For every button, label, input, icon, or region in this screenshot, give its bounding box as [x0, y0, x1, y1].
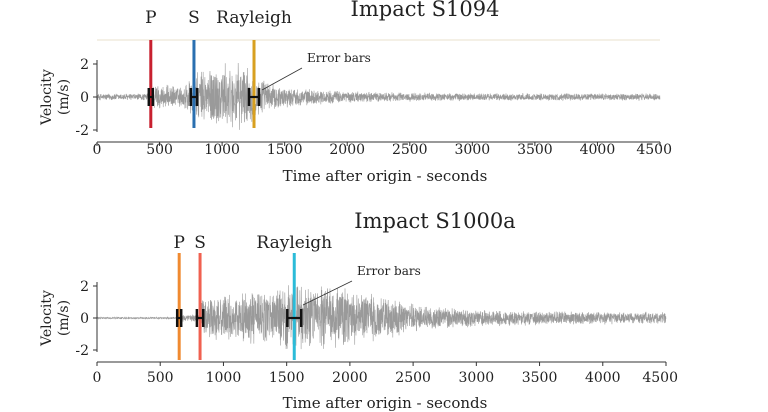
- x-axis-label: Time after origin - seconds: [283, 167, 488, 185]
- x-tick-label: 3500: [522, 370, 558, 386]
- x-tick-label: 3500: [517, 142, 553, 158]
- x-tick-label: 3000: [455, 142, 491, 158]
- x-tick-label: 0: [93, 142, 102, 158]
- error-bar: [147, 88, 155, 106]
- waveform-trace: [96, 285, 667, 350]
- annotation-pointer: [261, 67, 303, 91]
- x-tick-label: 1500: [269, 370, 305, 386]
- x-tick-label: 2500: [395, 370, 431, 386]
- error-bar: [189, 88, 199, 106]
- x-tick-label: 1000: [204, 142, 240, 158]
- error-bars-annotation: Error bars: [307, 51, 371, 65]
- y-axis-label-line1: Velocity: [39, 69, 55, 126]
- panel-impact-s1094: Impact S1094 Time after origin - seconds…: [39, 0, 672, 185]
- y-axis-label-line1: Velocity: [39, 290, 55, 347]
- arrival-label-p: P: [145, 8, 156, 28]
- x-tick-label: 500: [147, 370, 174, 386]
- arrival-label-s: S: [194, 233, 206, 253]
- y-tick-label: 0: [80, 90, 89, 106]
- x-tick-label: 3000: [459, 370, 495, 386]
- x-tick-label: 2500: [392, 142, 428, 158]
- x-tick-label: 4500: [642, 370, 678, 386]
- x-tick-label: 1500: [267, 142, 303, 158]
- y-axis-label-line2: (m/s): [56, 79, 72, 115]
- arrival-label-rayleigh: Rayleigh: [216, 8, 292, 28]
- chart-title: Impact S1094: [351, 0, 500, 21]
- waveform-trace: [96, 63, 661, 130]
- y-axis-label-line2: (m/s): [56, 300, 72, 336]
- error-bars-annotation: Error bars: [357, 264, 421, 278]
- error-bar: [286, 309, 303, 327]
- x-tick-label: 2000: [329, 142, 365, 158]
- x-tick-label: 2000: [332, 370, 368, 386]
- arrival-label-rayleigh: Rayleigh: [256, 233, 332, 253]
- x-tick-label: 4000: [585, 370, 621, 386]
- plot-area: 20-20 500 1000 1500 2000 2500 3000 3500 4000 4500…: [75, 8, 672, 158]
- x-tick-label: 500: [146, 142, 173, 158]
- y-tick-label: 2: [80, 279, 89, 295]
- plot-area: 20-20 500 1000 1500 2000 2500 3000 3500 4000 4500…: [75, 233, 678, 386]
- arrival-label-p: P: [173, 233, 184, 253]
- y-tick-label: -2: [75, 123, 89, 139]
- x-tick-label: 4500: [636, 142, 672, 158]
- x-axis-label: Time after origin - seconds: [283, 394, 488, 412]
- arrival-label-s: S: [188, 8, 200, 28]
- x-tick-label: 4000: [580, 142, 616, 158]
- y-tick-label: 2: [80, 57, 89, 73]
- panel-impact-s1000a: Impact S1000a Time after origin - second…: [39, 209, 678, 412]
- x-tick-label: 1000: [206, 370, 242, 386]
- error-bar: [195, 309, 205, 327]
- x-tick-label: 0: [93, 370, 102, 386]
- error-bar: [247, 88, 261, 106]
- error-bar: [175, 309, 183, 327]
- annotation-pointer: [302, 280, 353, 306]
- chart-title: Impact S1000a: [354, 209, 515, 233]
- y-tick-label: -2: [75, 343, 89, 359]
- y-tick-label: 0: [80, 311, 89, 327]
